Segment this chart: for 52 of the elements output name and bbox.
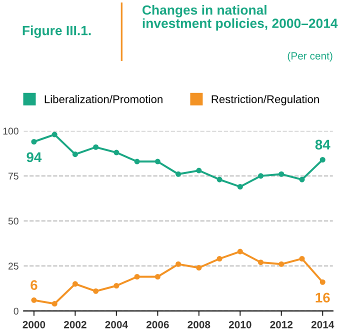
text: Figure III.1. xyxy=(22,26,91,38)
y-tick-label: 100 xyxy=(3,128,18,135)
point xyxy=(31,138,37,145)
point xyxy=(237,184,243,190)
x-tick-label: 2008 xyxy=(188,320,210,328)
chart-title: Changes in national investment policies, 2000–2014 xyxy=(142,5,338,31)
point xyxy=(196,264,202,271)
point xyxy=(134,158,140,164)
point xyxy=(72,152,78,158)
point xyxy=(278,261,284,267)
point xyxy=(93,144,99,150)
point xyxy=(134,274,140,280)
point xyxy=(114,150,120,156)
point xyxy=(52,132,58,138)
point xyxy=(320,156,326,163)
point xyxy=(93,288,99,294)
point xyxy=(176,171,182,177)
y-tick-label: 75 xyxy=(8,172,18,180)
legend-label: Liberalization/Promotion xyxy=(44,95,162,104)
y-tick-label: 0 xyxy=(14,308,18,315)
point xyxy=(154,158,160,164)
point xyxy=(52,300,58,307)
point xyxy=(216,176,222,182)
data-label: 6 xyxy=(30,280,38,290)
point xyxy=(237,248,243,254)
chart-subtitle: (Per cent) xyxy=(288,52,332,62)
point xyxy=(299,176,305,182)
y-tick-label: 25 xyxy=(8,262,18,270)
x-tick-label: 2000 xyxy=(22,320,46,328)
point xyxy=(72,281,78,287)
x-tick-label: 2012 xyxy=(270,320,293,328)
x-tick-label: 2004 xyxy=(105,320,128,328)
point xyxy=(299,256,305,262)
point xyxy=(176,261,182,267)
point xyxy=(216,256,222,262)
data-label: 84 xyxy=(315,140,330,150)
point xyxy=(320,279,326,285)
legend-label: Restriction/Regulation xyxy=(212,95,319,106)
point xyxy=(278,171,284,177)
point xyxy=(31,297,37,303)
y-tick-label: 50 xyxy=(8,218,18,225)
x-tick-label: 2014 xyxy=(311,320,334,328)
point xyxy=(154,274,160,280)
data-label: 94 xyxy=(26,152,42,162)
point xyxy=(196,168,202,174)
x-tick-label: 2010 xyxy=(228,320,252,328)
point xyxy=(258,260,264,266)
point xyxy=(258,173,264,179)
x-tick-label: 2002 xyxy=(64,320,86,328)
point xyxy=(114,282,120,289)
data-label: 16 xyxy=(316,292,330,303)
x-tick-label: 2006 xyxy=(146,320,169,328)
